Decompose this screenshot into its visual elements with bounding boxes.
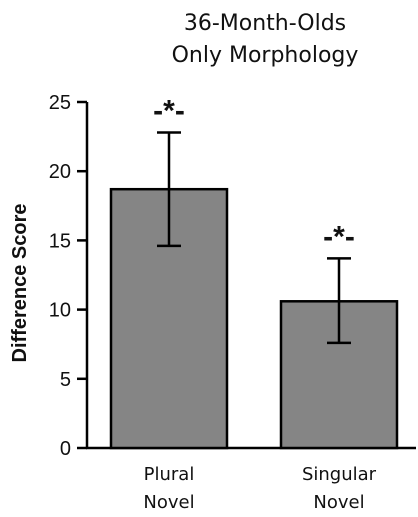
labels: -*- Plural Novel -*- Singular Novel (143, 94, 376, 513)
category-label-1-line-2: Novel (143, 492, 194, 513)
bars (109, 131, 399, 450)
category-label-2-line-1: Singular (302, 464, 377, 485)
y-tick-label: 15 (49, 230, 71, 252)
y-axis-label: Difference Score (9, 204, 31, 363)
significance-label-1: -*- (153, 94, 185, 127)
chart-title-line-1: 36-Month-Olds (184, 11, 346, 36)
category-label-1-line-1: Plural (144, 464, 195, 485)
y-tick-label: 25 (49, 92, 71, 114)
significance-label-2: -*- (323, 220, 355, 253)
category-label-2-line-2: Novel (313, 492, 364, 513)
chart-title-line-2: Only Morphology (172, 43, 359, 68)
y-tick-label: 5 (60, 369, 71, 391)
y-tick-label: 0 (60, 438, 71, 460)
y-tick-label: 10 (49, 300, 71, 322)
y-tick-label: 20 (49, 161, 71, 183)
